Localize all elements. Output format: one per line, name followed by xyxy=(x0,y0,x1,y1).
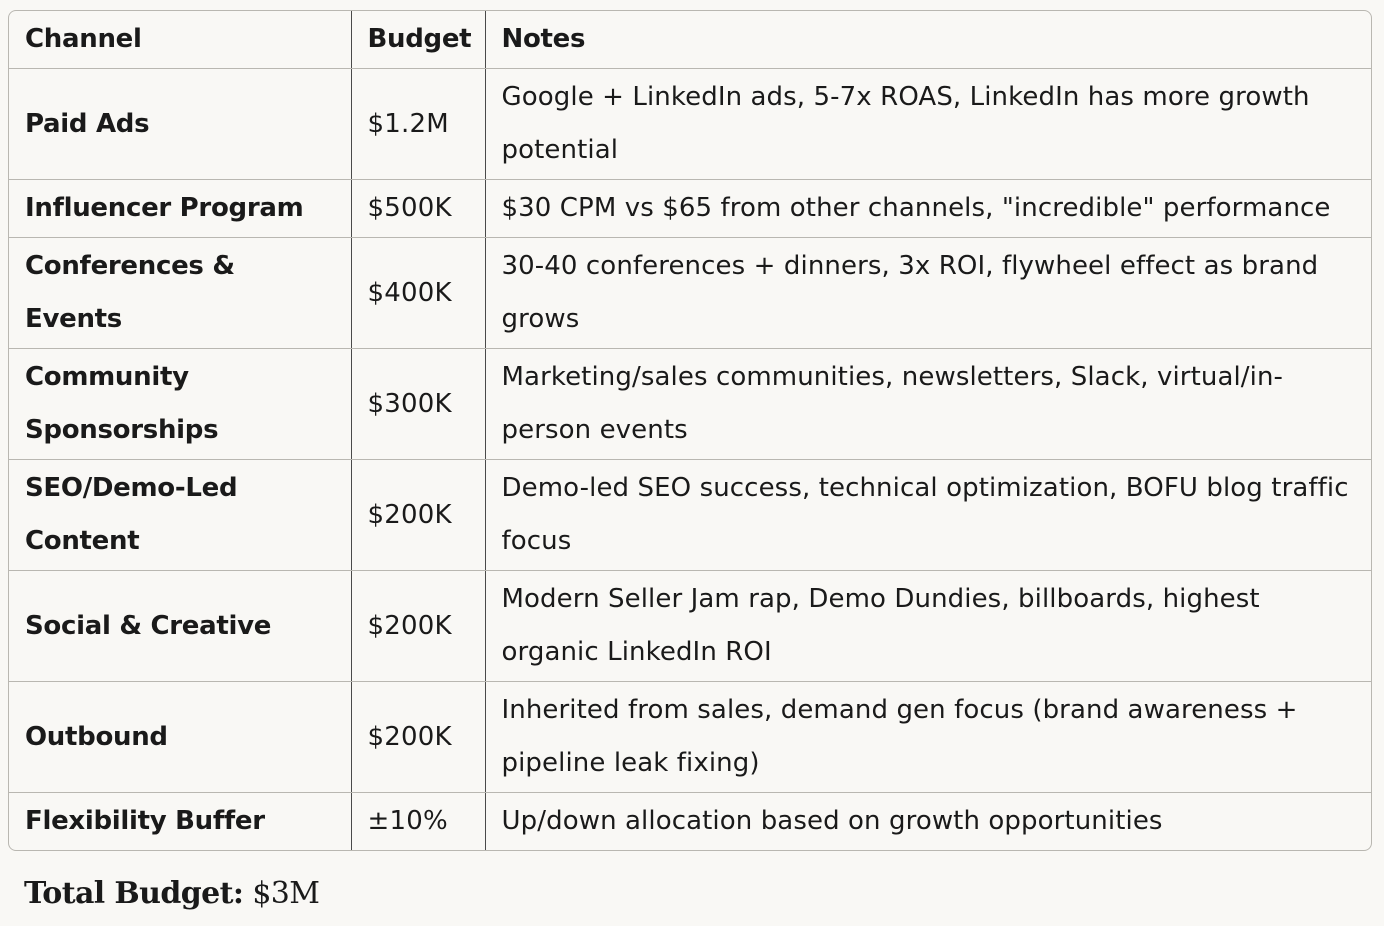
budget-cell: $400K xyxy=(351,237,486,349)
budget-cell: $500K xyxy=(351,179,486,238)
budget-cell: ±10% xyxy=(351,792,486,850)
table-row: Conferences & Events $400K 30-40 confere… xyxy=(9,237,1371,349)
table-row: Community Sponsorships $300K Marketing/s… xyxy=(9,348,1371,460)
channel-cell: Influencer Program xyxy=(9,179,352,238)
channel-cell: Flexibility Buffer xyxy=(9,792,352,850)
table-header-row: Channel Budget Notes xyxy=(9,11,1371,69)
table-row: Flexibility Buffer ±10% Up/down allocati… xyxy=(9,792,1371,850)
table-row: Outbound $200K Inherited from sales, dem… xyxy=(9,681,1371,793)
channel-cell: Conferences & Events xyxy=(9,237,352,349)
table-row: SEO/Demo-Led Content $200K Demo-led SEO … xyxy=(9,459,1371,571)
table-row: Paid Ads $1.2M Google + LinkedIn ads, 5-… xyxy=(9,68,1371,180)
header-notes: Notes xyxy=(485,11,1371,69)
budget-table-container: Channel Budget Notes Paid Ads $1.2M Goog… xyxy=(8,10,1372,851)
channel-cell: Paid Ads xyxy=(9,68,352,180)
notes-cell: $30 CPM vs $65 from other channels, "inc… xyxy=(485,179,1371,238)
channel-cell: Social & Creative xyxy=(9,570,352,682)
table-row: Social & Creative $200K Modern Seller Ja… xyxy=(9,570,1371,682)
notes-cell: Modern Seller Jam rap, Demo Dundies, bil… xyxy=(485,570,1371,682)
notes-cell: Inherited from sales, demand gen focus (… xyxy=(485,681,1371,793)
notes-cell: Marketing/sales communities, newsletters… xyxy=(485,348,1371,460)
table-row: Influencer Program $500K $30 CPM vs $65 … xyxy=(9,179,1371,238)
budget-cell: $300K xyxy=(351,348,486,460)
budget-cell: $1.2M xyxy=(351,68,486,180)
header-channel: Channel xyxy=(9,11,352,69)
total-budget-value: $3M xyxy=(252,876,320,911)
total-budget: Total Budget: $3M xyxy=(24,872,320,916)
notes-cell: Demo-led SEO success, technical optimiza… xyxy=(485,459,1371,571)
total-budget-label: Total Budget: xyxy=(24,876,244,911)
budget-table: Channel Budget Notes Paid Ads $1.2M Goog… xyxy=(9,11,1371,850)
channel-cell: Community Sponsorships xyxy=(9,348,352,460)
budget-cell: $200K xyxy=(351,681,486,793)
notes-cell: Up/down allocation based on growth oppor… xyxy=(501,806,1163,836)
budget-cell: $200K xyxy=(351,570,486,682)
channel-cell: Outbound xyxy=(9,681,352,793)
header-budget: Budget xyxy=(351,11,486,69)
budget-cell: $200K xyxy=(351,459,486,571)
channel-cell: SEO/Demo-Led Content xyxy=(9,459,352,571)
notes-cell: 30-40 conferences + dinners, 3x ROI, fly… xyxy=(485,237,1371,349)
notes-cell: Google + LinkedIn ads, 5-7x ROAS, Linked… xyxy=(485,68,1371,180)
